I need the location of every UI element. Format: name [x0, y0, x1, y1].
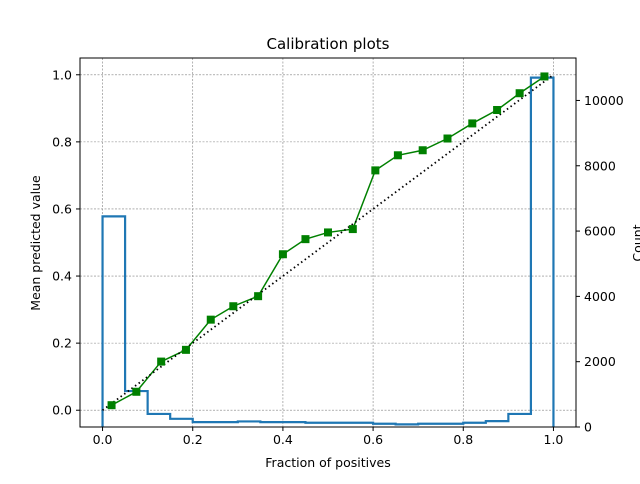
- x-tick-label: 0.2: [183, 432, 203, 447]
- calibration-point-marker: [254, 292, 263, 301]
- y2-tick-label: 2000: [584, 354, 616, 369]
- calibration-point-marker: [157, 357, 166, 366]
- y-tick-label: 0.6: [52, 201, 72, 216]
- chart-title: Calibration plots: [267, 35, 390, 53]
- calibration-point-marker: [493, 105, 502, 114]
- count-histogram: [101, 76, 555, 427]
- y2-tick-label: 10000: [584, 93, 624, 108]
- calibration-point-marker: [324, 228, 332, 237]
- y-tick-label: 0.8: [52, 134, 72, 149]
- calibration-point-marker: [278, 250, 287, 259]
- calibration-point-marker: [540, 72, 549, 81]
- calibration-point-marker: [229, 302, 238, 311]
- x-tick-label: 1.0: [544, 432, 564, 447]
- calibration-point-marker: [393, 151, 402, 160]
- x-tick-label: 0.4: [273, 432, 293, 447]
- calibration-point-marker: [132, 387, 141, 396]
- histogram-step-outline: [101, 76, 555, 427]
- y2-tick-label: 8000: [584, 158, 616, 173]
- calibration-point-marker: [371, 166, 380, 175]
- calibration-point-marker: [515, 89, 524, 98]
- plot-frame: [79, 57, 577, 428]
- calibration-point-marker: [206, 315, 215, 324]
- y-tick-label: 0.0: [52, 403, 72, 418]
- calibration-point-marker: [418, 146, 427, 155]
- x-axis-ticks: 0.0 0.2 0.4 0.6 0.8 1.0: [93, 427, 564, 447]
- x-tick-label: 0.6: [363, 432, 383, 447]
- calibration-point-marker: [181, 345, 190, 354]
- y-axis-ticks: 0.0 0.2 0.4 0.6 0.8 1.0: [52, 67, 80, 418]
- perfect-calibration-line: [102, 74, 554, 411]
- calibration-point-marker: [443, 134, 452, 143]
- series-markers: [107, 72, 549, 410]
- y2-tick-label: 4000: [584, 289, 616, 304]
- y2-axis-label: Count: [630, 224, 640, 261]
- x-axis-label: Fraction of positives: [265, 455, 390, 470]
- calibration-point-marker: [301, 235, 310, 244]
- calibration-point-marker: [348, 225, 357, 234]
- y-axis-label: Mean predicted value: [28, 175, 43, 311]
- x-tick-label: 0.0: [93, 432, 113, 447]
- calibration-point-marker: [107, 401, 116, 410]
- x-tick-label: 0.8: [453, 432, 473, 447]
- y2-tick-label: 0: [584, 420, 592, 435]
- y-tick-label: 0.4: [52, 269, 72, 284]
- y2-tick-label: 6000: [584, 224, 616, 239]
- y-tick-label: 1.0: [52, 67, 72, 82]
- y2-axis-ticks: 0 2000 4000 6000 8000 10000: [576, 93, 624, 435]
- y-tick-label: 0.2: [52, 336, 72, 351]
- calibration-point-marker: [468, 119, 477, 128]
